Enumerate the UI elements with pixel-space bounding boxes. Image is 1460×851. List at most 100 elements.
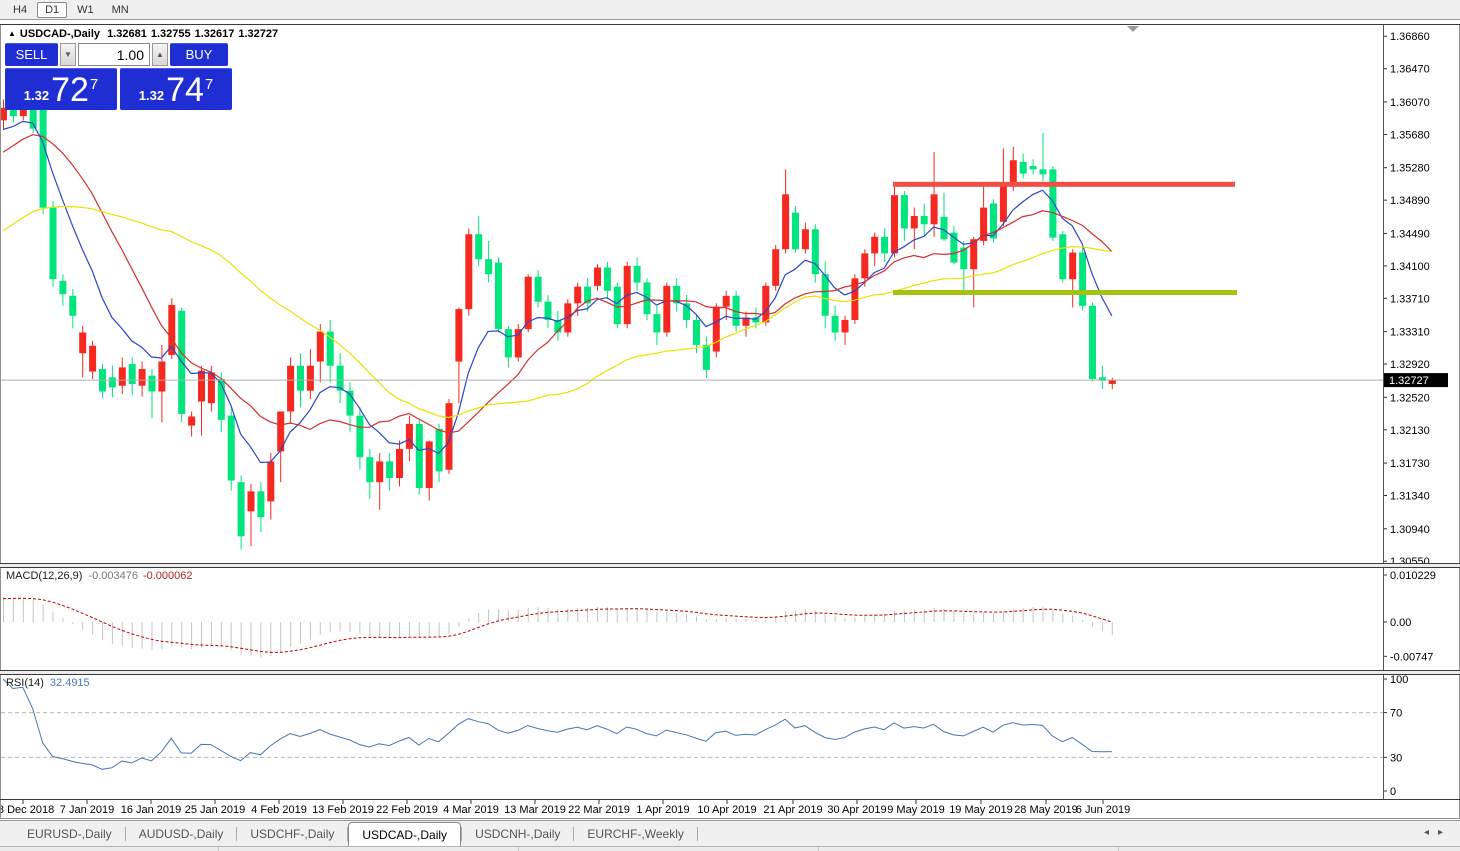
- ohlc-high: 1.32755: [150, 28, 191, 40]
- candle-body: [910, 215, 918, 229]
- svg-text:30: 30: [1390, 752, 1402, 764]
- candle-body: [465, 234, 473, 310]
- buy-quote[interactable]: 1.32 74 7: [120, 68, 232, 110]
- candle-body: [386, 461, 394, 479]
- chart-tab-usdcad[interactable]: USDCAD-,Daily: [348, 822, 462, 846]
- candle-body: [663, 285, 671, 333]
- candle-body: [821, 274, 829, 316]
- svg-text:1.32520: 1.32520: [1390, 392, 1430, 404]
- svg-text:30 Apr 2019: 30 Apr 2019: [827, 804, 886, 816]
- svg-text:70: 70: [1390, 708, 1402, 720]
- price-chart[interactable]: 1.327271.368601.364701.360701.356801.352…: [0, 20, 1460, 820]
- timeframe-button-mn[interactable]: MN: [111, 4, 129, 16]
- candle-body: [653, 314, 661, 333]
- timeframe-button-w1[interactable]: W1: [77, 4, 94, 16]
- tab-scroll-arrows[interactable]: ◂▸: [1424, 827, 1452, 838]
- ohlc-open: 1.32681: [107, 28, 147, 40]
- candle-body: [188, 416, 196, 426]
- chart-tab-usdchf[interactable]: USDCHF-,Daily: [250, 826, 335, 841]
- buy-button[interactable]: BUY: [170, 43, 228, 66]
- scroll-left-icon[interactable]: ◂: [1423, 827, 1438, 838]
- candle-body: [603, 267, 611, 291]
- candle-body: [158, 361, 166, 392]
- candle-body: [534, 276, 542, 302]
- rsi-indicator-label: RSI(14) 32.4915: [6, 677, 90, 689]
- support-line[interactable]: [893, 290, 1237, 296]
- chart-tab-usdcnh[interactable]: USDCNH-,Daily: [475, 826, 561, 841]
- chart-tab-eurusd[interactable]: EURUSD-,Daily: [27, 826, 112, 841]
- candle-body: [594, 267, 601, 286]
- candle-body: [732, 295, 740, 326]
- candle-body: [514, 329, 522, 358]
- candle-body: [425, 441, 433, 489]
- grid-divider: [818, 847, 819, 851]
- chart-symbol-header: ▲ USDCAD-,Daily 1.32681 1.32755 1.32617 1.32…: [8, 28, 282, 40]
- bottom-grid-strip: [0, 846, 1460, 851]
- volume-decrease-button[interactable]: ▼: [60, 43, 76, 66]
- svg-text:1 Apr 2019: 1 Apr 2019: [636, 804, 689, 816]
- candle-body: [881, 236, 889, 254]
- chart-tab-audusd[interactable]: AUDUSD-,Daily: [138, 826, 224, 841]
- svg-text:1.33310: 1.33310: [1390, 327, 1430, 339]
- candle-body: [752, 317, 760, 323]
- svg-text:9 May 2019: 9 May 2019: [887, 804, 944, 816]
- candle-body: [1, 107, 7, 121]
- sell-button[interactable]: SELL: [5, 43, 58, 66]
- volume-input[interactable]: 1.00: [78, 43, 150, 66]
- svg-text:1.36070: 1.36070: [1390, 97, 1430, 109]
- candle-body: [762, 285, 770, 323]
- candle-body: [445, 403, 453, 470]
- svg-text:0.010229: 0.010229: [1390, 570, 1436, 582]
- candle-body: [1098, 377, 1106, 381]
- candle-body: [861, 253, 869, 279]
- buy-price-prefix: 1.32: [138, 88, 165, 103]
- candle-body: [237, 482, 245, 537]
- macd-main-value: -0.003476: [88, 570, 138, 582]
- timeframe-button-d1[interactable]: D1: [37, 2, 68, 18]
- svg-text:1.35280: 1.35280: [1390, 163, 1430, 175]
- candle-body: [455, 309, 463, 362]
- candle-body: [168, 304, 176, 355]
- candle-body: [633, 265, 641, 283]
- symbol-collapse-icon[interactable]: ▲: [8, 29, 16, 38]
- candle-body: [1029, 166, 1037, 170]
- chart-tab-eurchf[interactable]: EURCHF-,Weekly: [587, 826, 684, 841]
- candle-body: [405, 423, 413, 449]
- scroll-right-icon[interactable]: ▸: [1437, 827, 1452, 838]
- chart-shift-marker-icon[interactable]: [1127, 26, 1139, 32]
- candle-body: [198, 370, 205, 402]
- sell-price-prefix: 1.32: [23, 88, 50, 103]
- resistance-line[interactable]: [893, 181, 1235, 187]
- macd-name: MACD(12,26,9): [6, 570, 83, 582]
- rsi-value: 32.4915: [49, 677, 90, 689]
- ohlc-low: 1.32617: [194, 28, 235, 40]
- svg-text:1.32727: 1.32727: [1389, 375, 1429, 387]
- timeframe-button-h4[interactable]: H4: [13, 4, 28, 16]
- sell-price-pip: 7: [89, 76, 99, 93]
- candle-body: [524, 276, 532, 330]
- svg-text:1.33710: 1.33710: [1390, 293, 1430, 305]
- chevron-up-icon: ▲: [156, 50, 164, 59]
- chart-tab-bar: EURUSD-,Daily AUDUSD-,Daily USDCHF-,Daily U…: [0, 820, 1460, 846]
- tab-divider: [236, 826, 238, 841]
- candle-body: [366, 457, 374, 483]
- sell-price-big: 72: [51, 71, 89, 109]
- candle-body: [346, 390, 354, 416]
- candle-body: [128, 364, 136, 385]
- candle-body: [574, 286, 582, 304]
- candle-body: [930, 194, 938, 225]
- sell-quote[interactable]: 1.32 72 7: [5, 68, 117, 110]
- candle-body: [9, 107, 17, 117]
- candle-body: [782, 194, 790, 250]
- candle-body: [970, 239, 978, 270]
- svg-text:-0.00747: -0.00747: [1390, 651, 1433, 663]
- svg-text:19 May 2019: 19 May 2019: [949, 804, 1013, 816]
- buy-price-pip: 7: [204, 76, 214, 93]
- candle-body: [1089, 305, 1096, 380]
- volume-increase-button[interactable]: ▲: [152, 43, 168, 66]
- candle-body: [1049, 169, 1057, 238]
- svg-text:13 Mar 2019: 13 Mar 2019: [504, 804, 566, 816]
- svg-text:1.34490: 1.34490: [1390, 228, 1430, 240]
- macd-pane: [2, 597, 1113, 658]
